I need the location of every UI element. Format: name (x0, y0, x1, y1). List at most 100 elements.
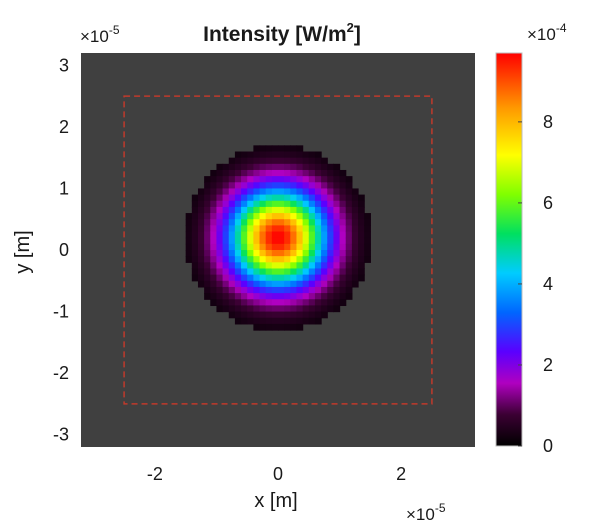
beam-pixel (197, 237, 205, 245)
beam-pixel (241, 243, 248, 251)
beam-pixel (259, 311, 267, 319)
beam-pixel (339, 206, 347, 214)
beam-pixel (228, 200, 236, 208)
beam-pixel (339, 286, 347, 294)
beam-pixel (253, 323, 261, 331)
beam-pixel (321, 231, 328, 239)
beam-pixel (302, 256, 310, 263)
beam-pixel (302, 293, 310, 300)
beam-pixel (210, 169, 218, 177)
beam-pixel (247, 157, 254, 165)
beam-pixel (327, 262, 335, 270)
beam-pixel (253, 311, 261, 319)
beam-pixel (308, 157, 316, 165)
beam-pixel (247, 262, 254, 270)
beam-pixel (259, 145, 267, 153)
beam-pixel (327, 169, 335, 177)
beam-pixel (321, 268, 328, 276)
beam-pixel (222, 182, 230, 190)
beam-pixel (333, 200, 341, 208)
beam-pixel (290, 206, 298, 214)
beam-pixel (265, 268, 273, 276)
beam-pixel (351, 274, 359, 282)
beam-pixel (321, 274, 328, 282)
beam-pixel (204, 213, 211, 220)
beam-pixel (278, 299, 285, 307)
beam-pixel (247, 237, 254, 245)
beam-pixel (265, 188, 273, 196)
beam-pixel (290, 194, 298, 202)
beam-pixel (351, 194, 359, 202)
beam-pixel (234, 188, 242, 196)
beam-pixel (290, 157, 298, 165)
beam-pixel (204, 286, 211, 294)
beam-pixel (302, 305, 310, 313)
beam-pixel (284, 243, 291, 251)
beam-pixel (358, 250, 365, 257)
beam-pixel (333, 219, 341, 226)
beam-pixel (204, 225, 211, 233)
beam-pixel (296, 268, 304, 276)
beam-pixel (265, 250, 273, 257)
beam-pixel (228, 194, 236, 202)
beam-pixel (247, 151, 254, 159)
beam-pixel (265, 262, 273, 270)
beam-pixel (333, 194, 341, 202)
beam-pixel (333, 305, 341, 313)
beam-pixel (210, 280, 218, 288)
beam-pixel (185, 213, 193, 220)
beam-pixel (290, 163, 298, 171)
beam-pixel (204, 182, 211, 190)
beam-pixel (265, 194, 273, 202)
y-tick-label: -3 (53, 425, 69, 445)
beam-pixel (222, 176, 230, 183)
beam-pixel (296, 219, 304, 226)
beam-pixel (228, 157, 236, 165)
beam-pixel (265, 280, 273, 288)
beam-pixel (222, 231, 230, 239)
beam-pixel (185, 237, 193, 245)
beam-pixel (308, 274, 316, 282)
beam-pixel (302, 311, 310, 319)
beam-pixel (271, 311, 279, 319)
beam-pixel (271, 231, 279, 239)
beam-pixel (247, 317, 254, 325)
beam-pixel (278, 151, 285, 159)
beam-pixel (284, 231, 291, 239)
beam-pixel (296, 157, 304, 165)
beam-pixel (314, 188, 322, 196)
beam-pixel (241, 286, 248, 294)
beam-pixel (339, 231, 347, 239)
beam-pixel (271, 225, 279, 233)
beam-pixel (290, 305, 298, 313)
beam-pixel (321, 157, 328, 165)
beam-pixel (204, 231, 211, 239)
beam-pixel (259, 206, 267, 214)
beam-pixel (308, 206, 316, 214)
beam-pixel (284, 274, 291, 282)
beam-pixel (345, 213, 353, 220)
heatmap-plot-area (81, 53, 475, 447)
beam-pixel (222, 274, 230, 282)
beam-pixel (296, 200, 304, 208)
beam-pixel (253, 163, 261, 171)
beam-pixel (284, 151, 291, 159)
beam-pixel (241, 213, 248, 220)
beam-pixel (278, 286, 285, 294)
beam-pixel (345, 219, 353, 226)
beam-pixel (228, 243, 236, 251)
beam-pixel (234, 157, 242, 165)
beam-pixel (302, 194, 310, 202)
beam-pixel (364, 256, 371, 263)
beam-pixel (265, 169, 273, 177)
beam-pixel (302, 219, 310, 226)
beam-pixel (216, 219, 224, 226)
beam-pixel (302, 157, 310, 165)
beam-pixel (265, 145, 273, 153)
beam-pixel (253, 268, 261, 276)
beam-pixel (302, 163, 310, 171)
beam-pixel (197, 256, 205, 263)
beam-pixel (284, 200, 291, 208)
beam-pixel (265, 317, 273, 325)
beam-pixel (185, 231, 193, 239)
